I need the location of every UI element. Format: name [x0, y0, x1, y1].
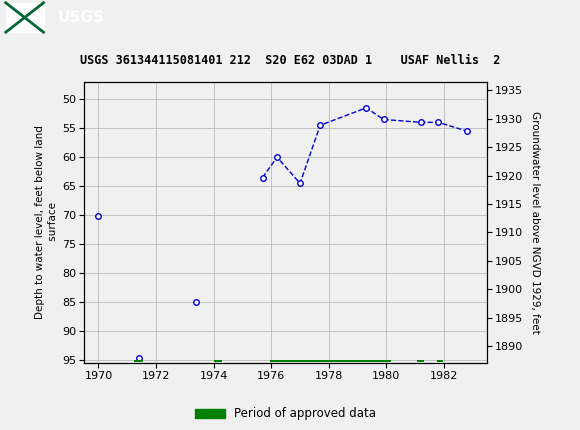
Text: USGS: USGS: [58, 10, 105, 25]
Y-axis label: Depth to water level, feet below land
 surface: Depth to water level, feet below land su…: [35, 126, 58, 319]
Bar: [416, 360, 424, 362]
Bar: [270, 360, 391, 362]
Bar: [135, 360, 143, 362]
Bar: [6, 3, 44, 32]
Y-axis label: Groundwater level above NGVD 1929, feet: Groundwater level above NGVD 1929, feet: [530, 111, 540, 334]
Text: USGS 361344115081401 212  S20 E62 03DAD 1    USAF Nellis  2: USGS 361344115081401 212 S20 E62 03DAD 1…: [80, 54, 500, 68]
Bar: [213, 360, 222, 362]
Bar: [437, 360, 443, 362]
Legend: Period of approved data: Period of approved data: [190, 402, 381, 425]
